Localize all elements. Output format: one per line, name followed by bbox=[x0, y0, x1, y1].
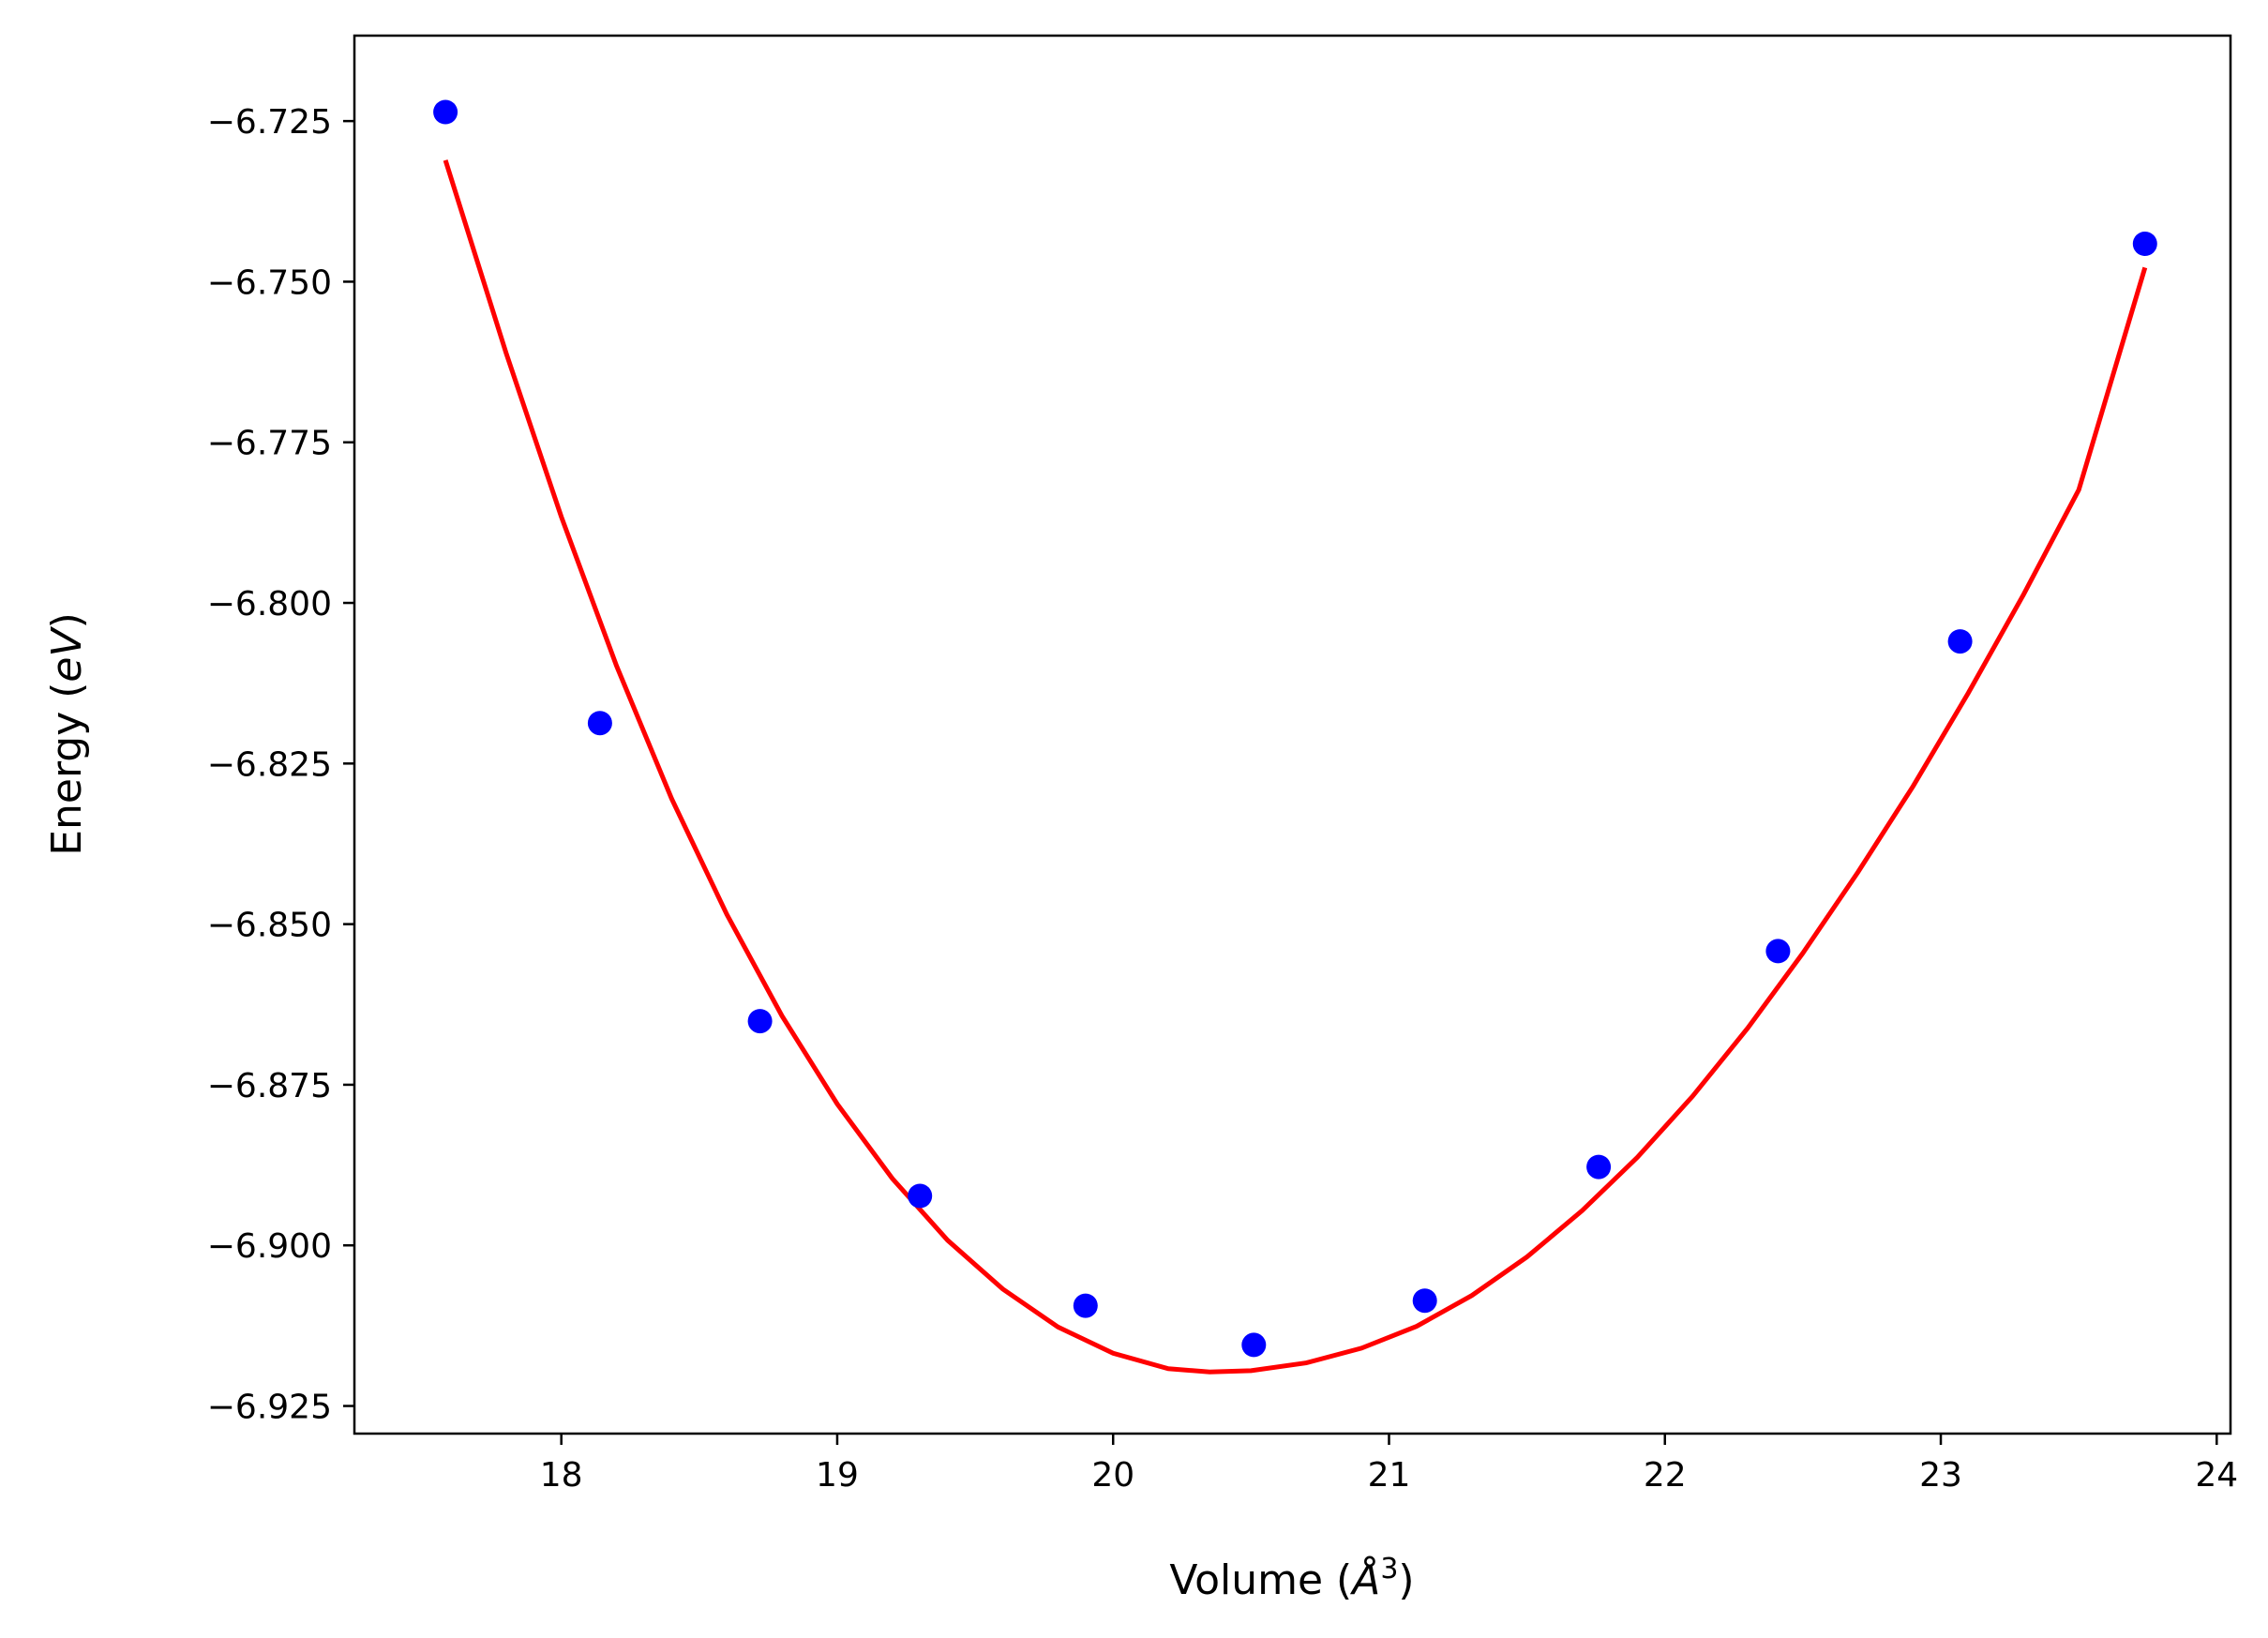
x-tick-label: 21 bbox=[1368, 1456, 1411, 1495]
plot-area bbox=[353, 34, 2232, 1435]
x-tick-label: 23 bbox=[1919, 1456, 1962, 1495]
data-point bbox=[433, 99, 458, 125]
data-point bbox=[1241, 1332, 1267, 1358]
y-axis-ticks: −6.725 −6.750 −6.775 −6.800 −6.825 −6.850 −6.8… bbox=[207, 103, 354, 1427]
x-axis-title-close: ) bbox=[1398, 1556, 1414, 1604]
fit-curve bbox=[443, 159, 2148, 1375]
y-tick-label: −6.925 bbox=[207, 1389, 332, 1427]
x-axis-title-main: Volume ( bbox=[1169, 1556, 1352, 1604]
x-tick-label: 22 bbox=[1644, 1456, 1687, 1495]
y-tick-label: −6.825 bbox=[207, 745, 332, 784]
x-axis-title-symbol: Å bbox=[1349, 1555, 1380, 1604]
y-tick-label: −6.750 bbox=[207, 263, 332, 302]
x-axis-ticks: 18 19 20 21 22 23 24 bbox=[540, 1434, 2238, 1495]
x-tick-label: 20 bbox=[1091, 1456, 1134, 1495]
data-point bbox=[2132, 232, 2157, 256]
y-tick-label: −6.775 bbox=[207, 425, 332, 463]
data-point bbox=[1765, 939, 1791, 964]
y-tick-label: −6.900 bbox=[207, 1227, 332, 1266]
y-axis-title-close: ) bbox=[43, 612, 91, 628]
y-tick-label: −6.725 bbox=[207, 103, 332, 142]
x-tick-label: 18 bbox=[540, 1456, 583, 1495]
fit-curve-layer bbox=[443, 159, 2148, 1375]
data-point bbox=[747, 1009, 773, 1034]
y-tick-label: −6.850 bbox=[207, 907, 332, 945]
x-tick-label: 24 bbox=[2195, 1456, 2238, 1495]
y-tick-label: −6.800 bbox=[207, 585, 332, 624]
data-point bbox=[587, 711, 612, 736]
y-axis-title-main: Energy ( bbox=[43, 683, 91, 856]
data-point bbox=[1073, 1293, 1098, 1318]
data-point bbox=[1947, 629, 1973, 654]
data-point bbox=[1586, 1154, 1612, 1180]
data-point bbox=[1412, 1288, 1437, 1314]
data-points-layer bbox=[433, 99, 2157, 1358]
x-tick-label: 19 bbox=[816, 1456, 859, 1495]
x-axis-title-power: 3 bbox=[1380, 1553, 1398, 1585]
y-tick-label: −6.875 bbox=[207, 1067, 332, 1105]
y-axis-title-unit: eV bbox=[43, 626, 91, 683]
y-axis-title: Energy (eV) bbox=[43, 612, 91, 856]
x-axis-title: Volume (Å3) bbox=[1169, 1553, 1414, 1605]
data-point bbox=[908, 1183, 933, 1209]
